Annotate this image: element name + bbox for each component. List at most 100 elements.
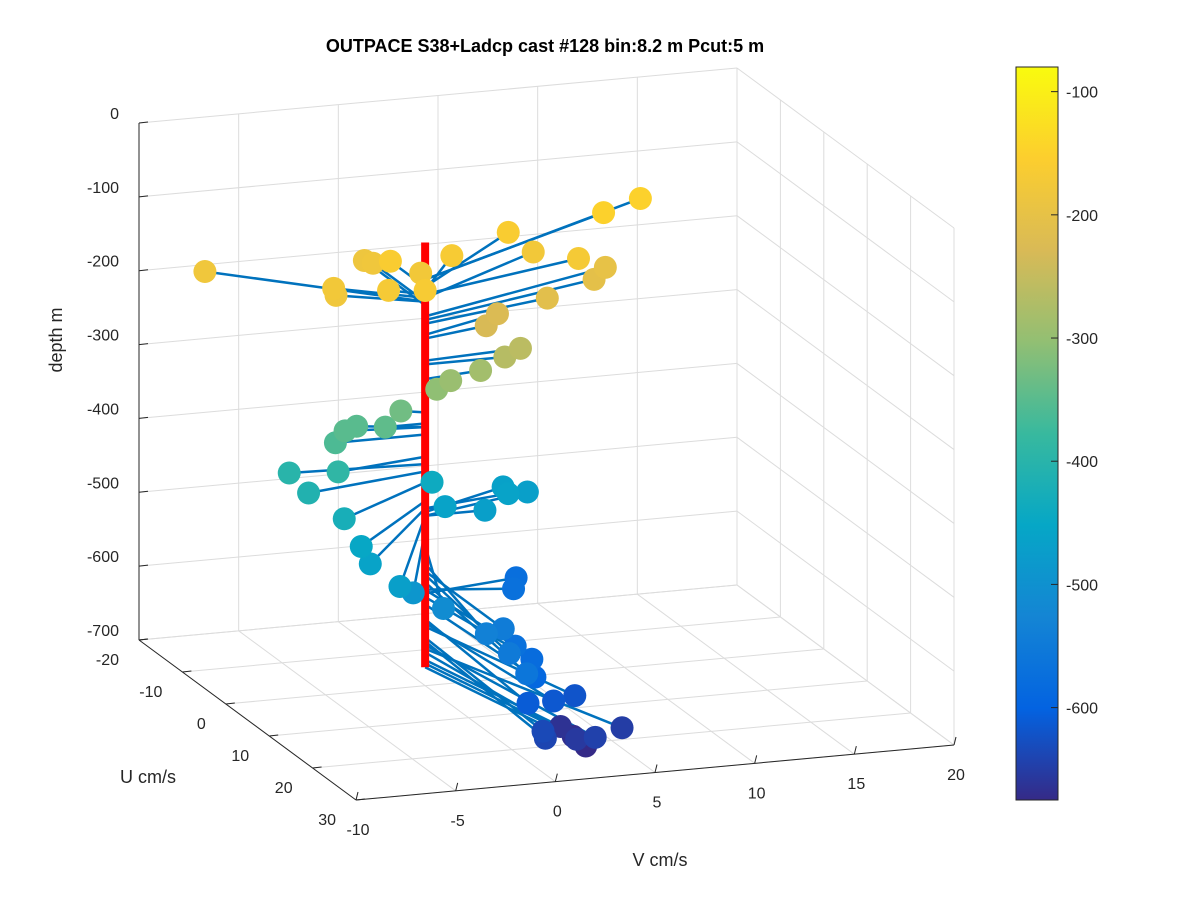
u-tick xyxy=(225,702,235,705)
grid-line xyxy=(736,584,955,746)
colorbar: -100 -200 -300 -400 -500 -600 xyxy=(1015,66,1098,801)
v-tick-label: -5 xyxy=(451,813,465,830)
data-point xyxy=(515,480,539,504)
data-point xyxy=(542,689,566,713)
data-point xyxy=(521,240,545,264)
data-point xyxy=(389,399,413,423)
data-point xyxy=(563,684,587,708)
data-point xyxy=(388,574,412,598)
z-tick xyxy=(138,416,149,419)
data-point xyxy=(349,534,373,558)
data-point xyxy=(497,642,521,666)
velocity-vector xyxy=(360,500,426,548)
v-tick xyxy=(754,755,758,764)
v-tick-label: 0 xyxy=(553,804,562,821)
velocity-vector xyxy=(424,647,623,729)
z-tick xyxy=(138,121,149,124)
velocity-vector xyxy=(424,296,548,325)
v-tick xyxy=(455,782,459,791)
u-tick-label: -20 xyxy=(96,652,119,669)
z-tick-label: 0 xyxy=(110,106,119,123)
z-tick-label: -600 xyxy=(87,549,119,566)
v-tick-label: 15 xyxy=(847,776,865,793)
data-point xyxy=(531,719,555,743)
data-point xyxy=(361,251,385,275)
data-point xyxy=(496,482,520,506)
x-axis-label: V cm/s xyxy=(632,850,687,870)
colorbar-tick-label: -500 xyxy=(1066,577,1098,594)
velocity-vector xyxy=(424,278,595,322)
data-point xyxy=(333,419,357,443)
data-point xyxy=(566,247,590,271)
z-tick-label: -400 xyxy=(87,401,119,418)
u-tick-label: 0 xyxy=(197,716,206,733)
data-point xyxy=(431,596,455,620)
data-point xyxy=(610,716,634,740)
plot-axes xyxy=(138,67,957,801)
velocity-vector xyxy=(335,433,426,445)
data-point xyxy=(409,261,433,285)
chart-title: OUTPACE S38+Ladcp cast #128 bin:8.2 m Pc… xyxy=(326,36,764,56)
velocity-vector xyxy=(308,470,426,495)
u-axis-line xyxy=(138,639,357,801)
data-marks xyxy=(193,186,652,758)
z-tick-label: -500 xyxy=(87,475,119,492)
z-tick xyxy=(138,269,149,272)
data-point xyxy=(433,495,457,519)
u-tick-label: -10 xyxy=(139,684,162,701)
velocity-vector xyxy=(398,515,427,587)
grid-line xyxy=(138,67,738,124)
colorbar-tick-label: -200 xyxy=(1066,208,1098,225)
data-point xyxy=(593,255,617,279)
v-tick-label: 20 xyxy=(947,767,965,784)
grid-line xyxy=(736,510,955,672)
data-point xyxy=(297,481,321,505)
data-point xyxy=(473,498,497,522)
y-axis-label: U cm/s xyxy=(120,767,176,787)
grid-line xyxy=(338,621,556,783)
grid-line xyxy=(736,215,955,377)
velocity-vector xyxy=(424,257,579,296)
v-tick-label: 5 xyxy=(653,795,662,812)
data-point xyxy=(378,249,402,273)
data-point xyxy=(332,507,356,531)
data-point xyxy=(277,461,301,485)
v-tick xyxy=(853,746,857,755)
data-point xyxy=(485,302,509,326)
colorbar-tick-label: -400 xyxy=(1066,454,1098,471)
colorbar-gradient xyxy=(1015,66,1059,801)
data-point xyxy=(420,470,444,494)
grid-line xyxy=(138,436,738,493)
colorbar-tick-label: -600 xyxy=(1066,701,1098,718)
velocity-vector xyxy=(424,231,509,288)
grid-line xyxy=(736,289,955,450)
data-point xyxy=(508,336,532,360)
data-point xyxy=(358,552,382,576)
grid-line xyxy=(736,363,955,524)
colorbar-ticks: -100 -200 -300 -400 -500 -600 xyxy=(1051,85,1098,718)
v-tick xyxy=(554,773,558,782)
u-tick xyxy=(312,766,322,769)
grid-line xyxy=(138,510,738,567)
v-tick-label: 10 xyxy=(748,785,766,802)
grid-line xyxy=(138,215,738,272)
velocity-vector xyxy=(425,587,514,591)
data-point xyxy=(583,725,607,749)
data-point xyxy=(474,622,498,646)
velocity-vector xyxy=(424,625,576,697)
velocity-vector xyxy=(424,570,504,630)
u-tick-label: 10 xyxy=(231,748,249,765)
velocity-vector xyxy=(424,576,517,595)
grid-line xyxy=(736,67,955,229)
velocity-vector xyxy=(289,462,426,475)
data-point xyxy=(326,460,350,484)
v-tick xyxy=(355,791,359,801)
u-tick xyxy=(138,638,149,641)
v-tick xyxy=(953,736,957,746)
colorbar-tick-label: -300 xyxy=(1066,331,1098,348)
grid-line xyxy=(537,602,755,764)
data-point xyxy=(322,276,346,300)
v-tick-label: -10 xyxy=(346,822,369,839)
data-point xyxy=(496,220,520,244)
data-point xyxy=(440,244,464,268)
